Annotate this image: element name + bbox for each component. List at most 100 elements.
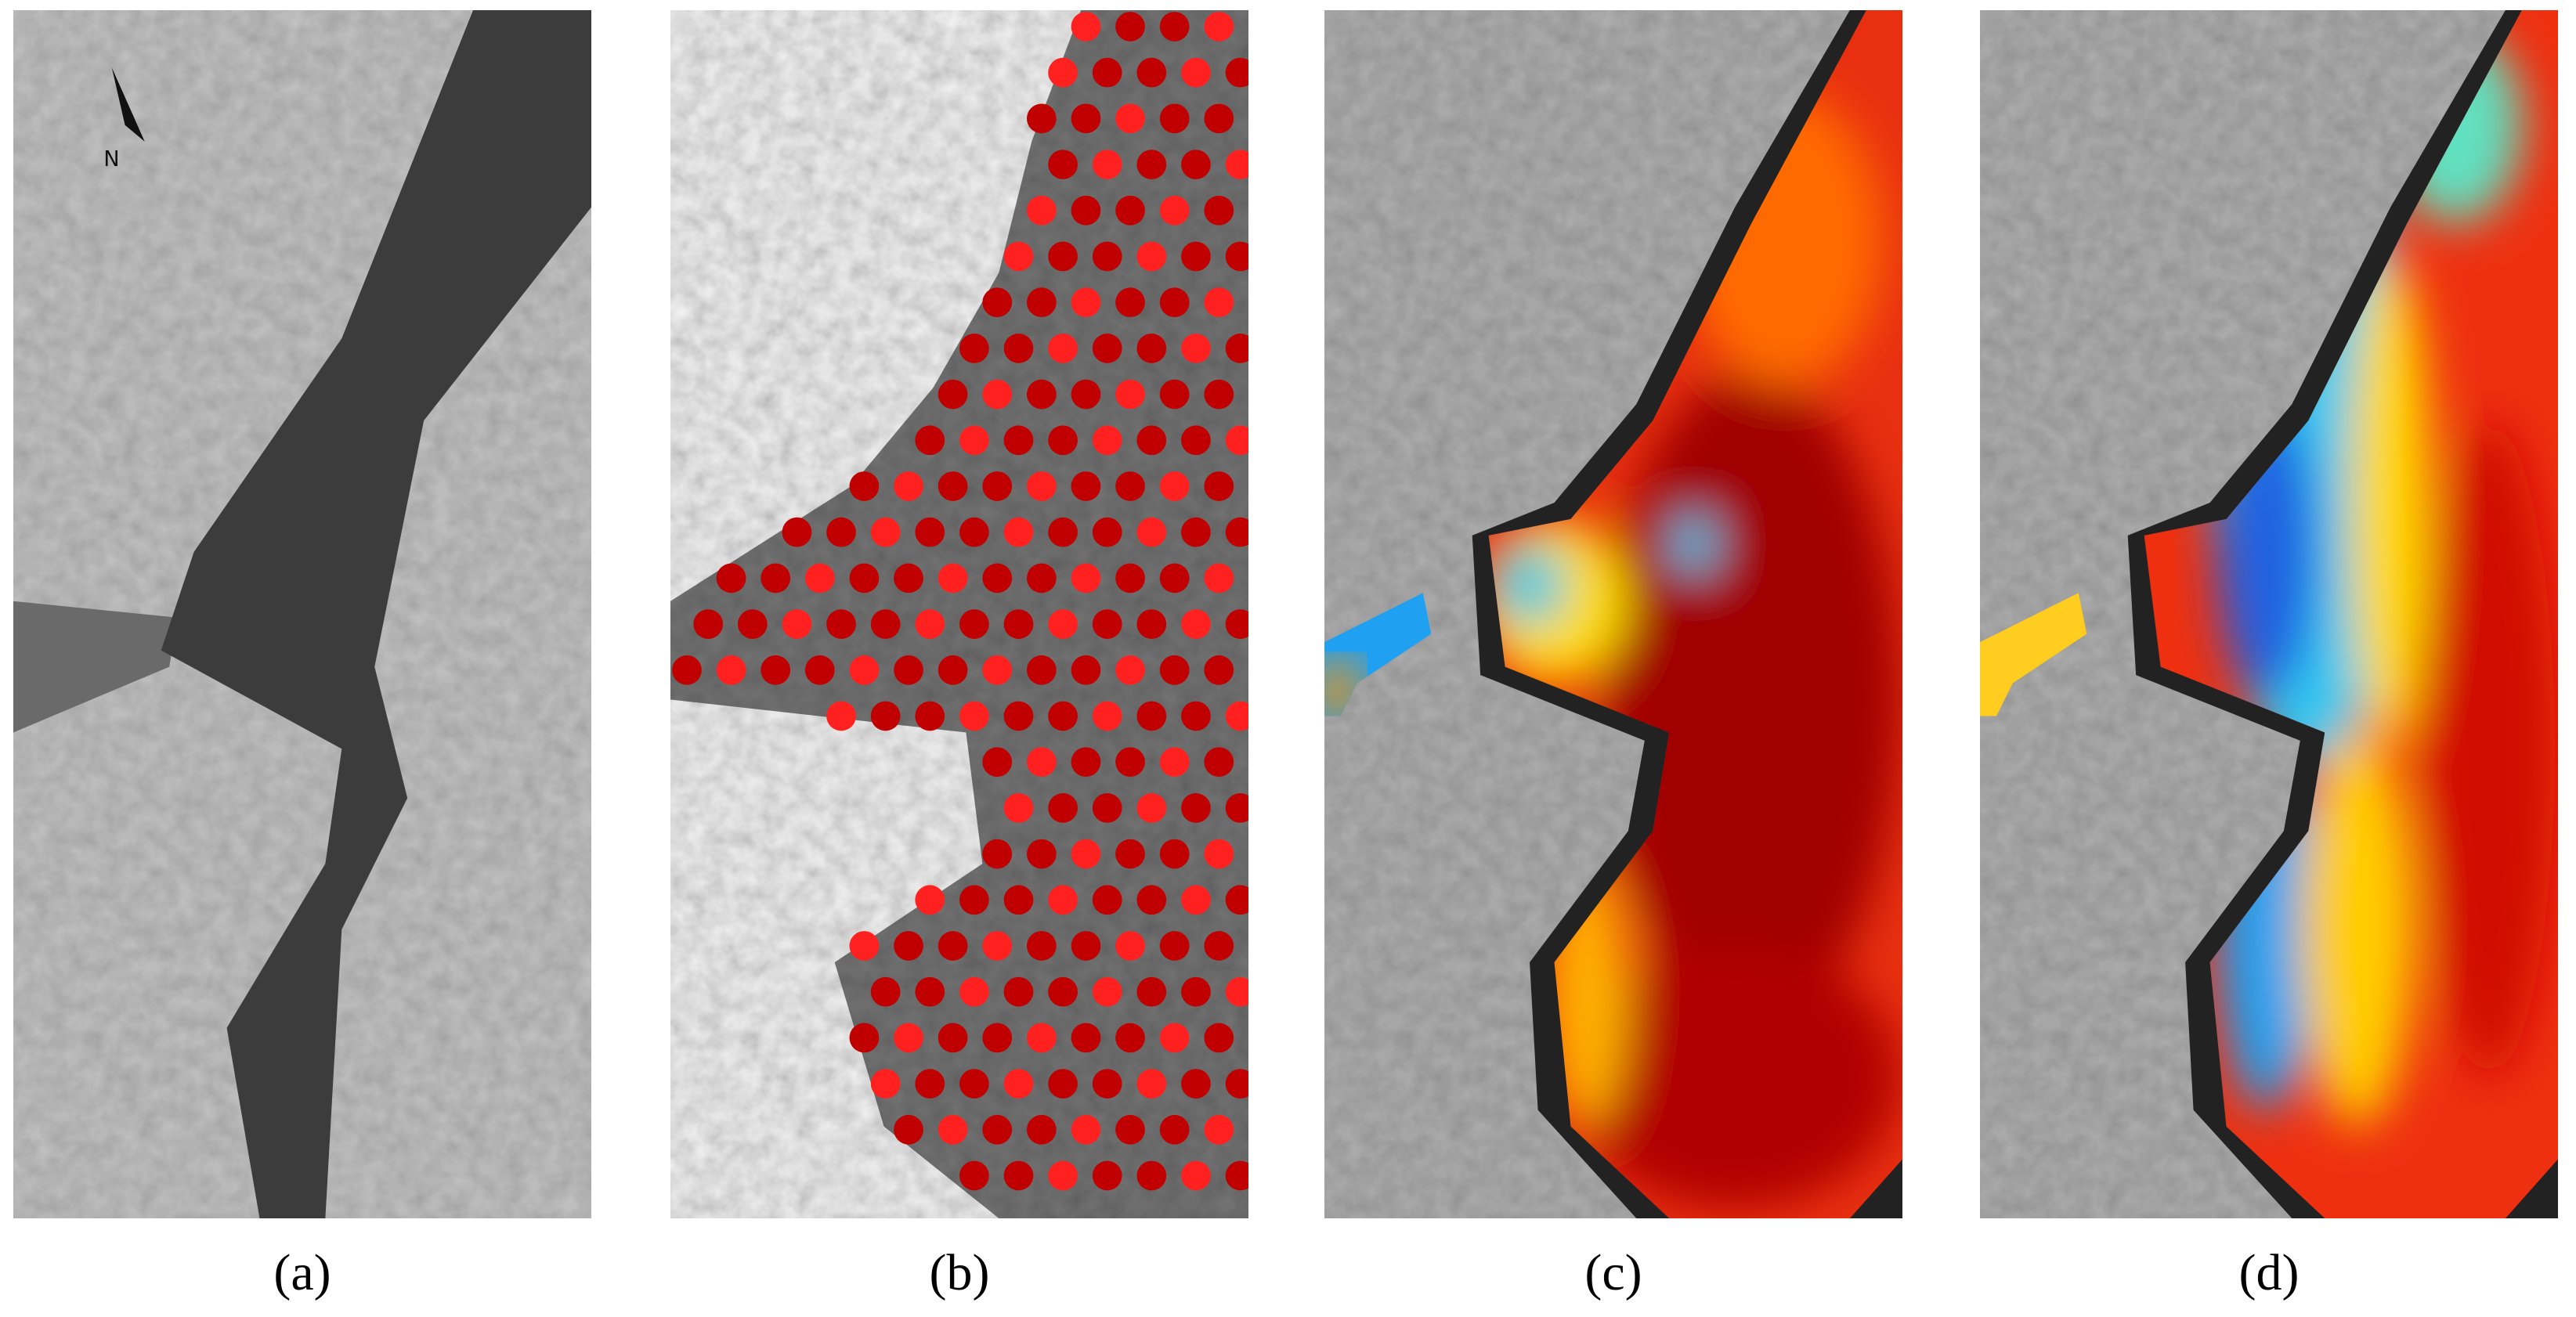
sample-point [894, 471, 923, 501]
sample-point [849, 471, 880, 501]
sample-point [915, 517, 945, 547]
panel-label: (b) [929, 1244, 990, 1301]
sample-point [1048, 701, 1078, 731]
sample-point [1092, 150, 1122, 179]
sample-point [1026, 839, 1057, 869]
sample-point [1071, 12, 1101, 41]
north-arrow [111, 67, 145, 142]
sample-point [959, 334, 989, 363]
sample-point [1003, 1160, 1034, 1191]
sample-point [1003, 976, 1034, 1007]
sample-point [938, 563, 968, 594]
sample-point [1048, 793, 1078, 823]
sample-point [1136, 793, 1167, 823]
sample-point [1092, 517, 1122, 547]
sample-point [982, 1023, 1013, 1053]
sample-point [894, 563, 923, 594]
sample-point [870, 609, 901, 639]
sample-point [1048, 1069, 1078, 1099]
sample-point [1115, 563, 1145, 594]
sample-point [1159, 471, 1190, 501]
sample-point [959, 425, 989, 456]
sample-point [1048, 976, 1078, 1007]
north-label: N [103, 147, 119, 171]
sample-point [1092, 793, 1122, 823]
sample-point [1071, 563, 1101, 594]
sample-point [1026, 563, 1057, 594]
sample-point [1181, 517, 1211, 547]
sample-point [1071, 287, 1101, 318]
sample-point [1204, 931, 1234, 961]
sample-point [1115, 747, 1145, 778]
sample-point [761, 655, 791, 685]
sample-point [1115, 195, 1145, 226]
sample-point [894, 931, 923, 961]
sample-point [1204, 839, 1234, 869]
sample-point [1092, 1069, 1122, 1099]
sample-point [1003, 609, 1034, 639]
sample-point [1003, 885, 1034, 915]
sample-point [1225, 241, 1248, 272]
sample-point [894, 1114, 923, 1145]
sample-point [1159, 12, 1190, 41]
sample-point [1159, 747, 1190, 778]
sample-point [1115, 1114, 1145, 1145]
sample-point [938, 1023, 968, 1053]
sample-point [1026, 379, 1057, 410]
sample-point [716, 655, 746, 685]
sample-point [1071, 195, 1101, 226]
sample-point [1204, 12, 1234, 41]
sample-point [1092, 885, 1122, 915]
inlet [13, 601, 178, 733]
sample-point [1159, 1114, 1190, 1145]
sample-point [1026, 1114, 1057, 1145]
sample-point [1159, 103, 1190, 134]
sample-point [938, 379, 968, 410]
sample-point [1159, 563, 1190, 594]
sample-point [1204, 195, 1234, 226]
sample-point [1003, 1069, 1034, 1099]
sample-point [1204, 287, 1234, 318]
sample-point [915, 425, 945, 456]
sample-point [1159, 839, 1190, 869]
panel-label: (c) [1584, 1244, 1642, 1301]
sample-point [672, 655, 702, 685]
sample-point [1115, 839, 1145, 869]
sample-point [693, 609, 724, 639]
panel-label: (d) [2238, 1244, 2300, 1301]
heat-blobs [1488, 92, 1899, 1209]
sample-point [1048, 609, 1078, 639]
sample-point [1204, 563, 1234, 594]
sample-point [959, 609, 989, 639]
sample-point [1092, 701, 1122, 731]
sample-point [1225, 57, 1248, 88]
sample-point [982, 655, 1013, 685]
sample-point [1048, 517, 1078, 547]
sample-point [1026, 931, 1057, 961]
sample-point [938, 471, 968, 501]
sample-point [1092, 609, 1122, 639]
sample-point [1159, 931, 1190, 961]
sample-point [1048, 334, 1078, 363]
sample-point [1092, 1160, 1122, 1191]
sample-point [1225, 793, 1248, 823]
sample-point [1048, 1160, 1078, 1191]
sample-point [1003, 425, 1034, 456]
sample-point [1204, 655, 1234, 685]
sample-point [826, 609, 856, 639]
sample-point [982, 747, 1013, 778]
sample-point [915, 701, 945, 731]
sample-point [1026, 471, 1057, 501]
sample-point [1136, 334, 1167, 363]
sample-point [1115, 103, 1145, 134]
sample-point [761, 563, 791, 594]
sample-point [1225, 425, 1248, 456]
sample-point [959, 976, 989, 1007]
sample-point [1204, 103, 1234, 134]
sample-point [1225, 1069, 1248, 1099]
sample-point [1003, 793, 1034, 823]
sample-point [849, 1023, 880, 1053]
sample-point [1136, 517, 1167, 547]
sample-point [915, 609, 945, 639]
